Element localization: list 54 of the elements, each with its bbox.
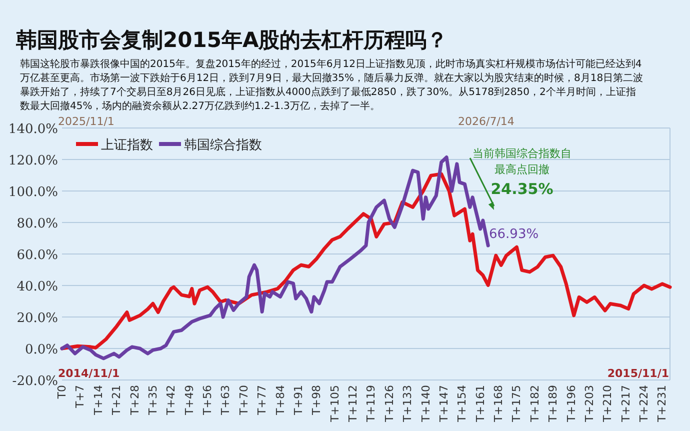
xtick: T+126	[382, 385, 396, 422]
xtick: T+189	[546, 385, 560, 422]
ytick: 20.0%	[16, 311, 58, 326]
xtick: T+133	[401, 385, 414, 422]
xtick: T+98	[310, 385, 324, 415]
xtick: T+217	[619, 385, 632, 422]
ytick: 60.0%	[16, 248, 58, 263]
ytick: -20.0%	[12, 374, 58, 389]
title: 韩国股市会复制2015年A股的去杠杆历程吗？	[16, 27, 448, 54]
annotation: 2014/11/1	[58, 367, 120, 380]
xtick: T+63	[219, 385, 232, 415]
xtick: T+175	[510, 385, 524, 422]
xtick: T+35	[146, 385, 160, 415]
annotation: 66.93%	[489, 227, 539, 242]
xtick: T+42	[164, 385, 178, 415]
xtick: T+112	[346, 385, 360, 422]
ytick: 140.0%	[8, 122, 58, 137]
xtick: T+182	[528, 385, 542, 422]
annotation: 2015/11/1	[607, 367, 669, 380]
legend-label: 韩国综合指数	[184, 138, 262, 153]
xtick: T+91	[292, 385, 305, 415]
xtick: T+147	[437, 385, 450, 422]
subtitle: 韩国这轮股市暴跌很像中国的2015年。复盘2015年的经过，2015年6月12日上证指数见顶，此时市场真实杠杆规模市场估计可能已经达到4万亿甚至更高。市场第一波下跌始于6月12日，跌到7月9日，最大回撤35%，随后暴力反弹。就在大家以为股灾结束的时候，8月18日第二波暴跌开始了，持续了7个交易日至8月26日见底，上证指数从4000点跌到了最低2850，跌了30%。从5178到2850，2个半月时间，上证指数最大回撤45%，场内的融资余额从2.27万亿跌到约1.2-1.3万亿，去掉了一半。	[20, 58, 644, 114]
xtick: T+161	[474, 385, 487, 422]
xtick: T+84	[274, 385, 287, 415]
xtick: T+210	[601, 385, 614, 422]
xtick: T+196	[564, 385, 578, 422]
xtick: T+140	[419, 385, 432, 422]
xtick: T+119	[364, 385, 378, 422]
xtick: T+154	[456, 385, 469, 422]
ytick: 0.0%	[24, 342, 58, 358]
xtick: T+231	[656, 385, 669, 422]
xtick: T+70	[237, 385, 250, 415]
xtick: T+105	[328, 385, 342, 422]
xtick: T+49	[182, 385, 196, 415]
ytick: 100.0%	[8, 185, 58, 200]
xtick: T0	[56, 385, 68, 399]
ytick: 40.0%	[16, 280, 58, 294]
ytick: 120.0%	[8, 154, 58, 168]
xtick: T+224	[638, 385, 651, 422]
annotation: 2025/11/1	[58, 115, 114, 128]
xtick: T+28	[128, 385, 142, 415]
xtick: T+21	[110, 385, 124, 415]
annotation: 24.35%	[490, 180, 554, 198]
annotation: 2026/7/14	[458, 115, 514, 128]
xtick: T+7	[74, 385, 87, 408]
xtick: T+168	[492, 385, 506, 422]
annotation: 当前韩国综合指数自最高点回撤	[472, 146, 572, 178]
legend-label: 上证指数	[101, 138, 153, 153]
xtick: T+77	[256, 385, 269, 415]
xtick: T+14	[92, 385, 105, 415]
xtick: T+56	[201, 385, 214, 415]
ytick: 80.0%	[16, 216, 58, 232]
xtick: T+203	[582, 385, 596, 422]
